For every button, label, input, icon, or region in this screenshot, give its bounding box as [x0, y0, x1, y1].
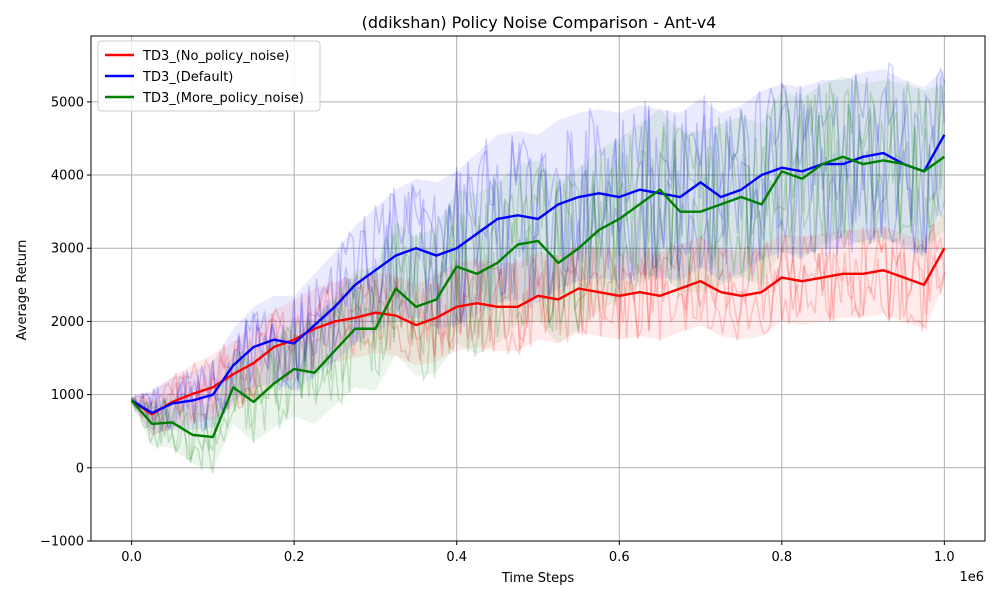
- legend: TD3_(No_policy_noise) TD3_(Default) TD3_(M…: [97, 40, 321, 112]
- x-tick-label: 1.0: [934, 550, 955, 565]
- y-tick-label: −1000: [40, 535, 84, 550]
- legend-label: TD3_(No_policy_noise): [142, 49, 289, 64]
- y-tick-label: 5000: [51, 95, 84, 110]
- x-tick-label: 0.2: [284, 550, 305, 565]
- x-axis-ticks: 0.0 0.2 0.4 0.6 0.8 1.0: [121, 541, 955, 565]
- legend-label: TD3_(Default): [142, 70, 233, 85]
- y-tick-label: 0: [76, 461, 84, 476]
- y-axis-title: Average Return: [15, 240, 30, 341]
- plot-frame: [90, 35, 986, 542]
- series-mean-line: [130, 247, 946, 416]
- series-run-trace: [131, 223, 946, 424]
- series-run-trace: [130, 84, 946, 431]
- series-mean-line: [131, 134, 946, 415]
- x-tick-label: 0.4: [446, 550, 467, 565]
- series-band: [131, 76, 945, 471]
- x-axis-offset-label: 1e6: [959, 570, 984, 585]
- series-band: [131, 211, 945, 437]
- series-mean-line: [130, 155, 946, 439]
- series-run-trace: [131, 66, 946, 433]
- x-tick-label: 0.0: [121, 550, 142, 565]
- variance-bands: [130, 61, 946, 474]
- chart-title: (ddikshan) Policy Noise Comparison - Ant…: [362, 13, 717, 32]
- y-tick-label: 3000: [51, 242, 84, 257]
- series-run-trace: [131, 78, 946, 464]
- y-tick-label: 2000: [51, 315, 84, 330]
- y-tick-label: 4000: [51, 169, 84, 184]
- series-band: [131, 68, 945, 435]
- x-axis-title: Time Steps: [501, 571, 575, 586]
- series-run-trace: [131, 61, 946, 431]
- series-lines: [130, 134, 946, 439]
- x-tick-label: 0.8: [771, 550, 792, 565]
- series-run-trace: [130, 234, 946, 433]
- x-tick-label: 0.6: [609, 550, 630, 565]
- plot-area: [90, 35, 986, 542]
- series-run-trace: [130, 226, 946, 425]
- legend-box: [97, 40, 321, 112]
- y-axis-ticks: −1000 0 1000 2000 3000 4000 5000: [40, 95, 91, 550]
- legend-label: TD3_(More_policy_noise): [142, 91, 304, 106]
- y-tick-label: 1000: [51, 388, 84, 403]
